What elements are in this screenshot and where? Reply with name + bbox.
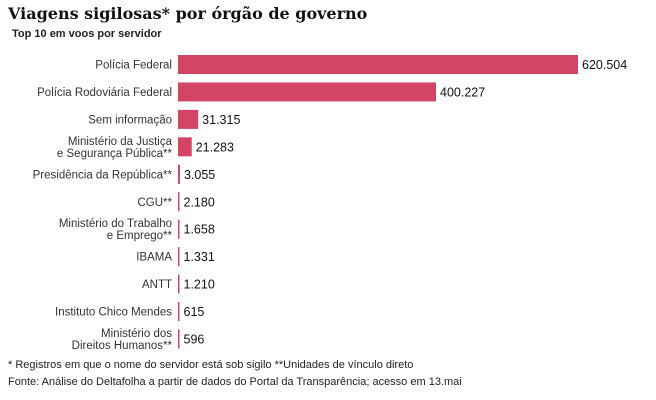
value-label-3: 21.283 <box>196 140 234 154</box>
value-label-1: 400.227 <box>440 85 485 99</box>
bar-5 <box>178 192 180 212</box>
chart-subtitle: Top 10 em voos por servidor <box>12 28 162 40</box>
bar-10 <box>178 329 180 349</box>
chart-footnote: * Registros em que o nome do servidor es… <box>8 359 414 371</box>
bar-chart: 620.504 Polícia Federal 400.227 Polícia Rod… <box>33 55 627 352</box>
bar-2 <box>178 109 199 129</box>
category-label-4: Presidência da República** <box>33 169 173 181</box>
bar-0 <box>178 55 578 74</box>
category-label-6: Ministério do Trabalho e Emprego** <box>59 218 173 242</box>
category-label-0: Polícia Federal <box>95 60 172 72</box>
chart-title: Viagens sigilosas* por órgão de governo <box>8 4 368 23</box>
value-label-6: 1.658 <box>184 223 215 237</box>
value-label-7: 1.331 <box>184 250 215 264</box>
chart-source: Fonte: Análise do Deltafolha a partir de… <box>8 376 462 388</box>
category-label-2: Sem informação <box>88 114 172 126</box>
value-label-2: 31.315 <box>202 113 240 127</box>
category-label-7: IBAMA <box>136 252 172 264</box>
bar-4 <box>178 164 180 184</box>
bar-3 <box>178 137 192 157</box>
value-label-5: 2.180 <box>184 195 215 209</box>
bar-1 <box>178 82 437 102</box>
value-label-8: 1.210 <box>184 278 215 292</box>
value-label-10: 596 <box>184 333 205 347</box>
value-label-9: 615 <box>184 305 205 319</box>
bar-7 <box>178 247 180 267</box>
bar-6 <box>178 219 180 239</box>
value-label-4: 3.055 <box>184 168 215 182</box>
category-label-5: CGU** <box>137 197 172 209</box>
category-label-8: ANTT <box>142 279 172 291</box>
category-label-10: Ministério dos Direitos Humanos** <box>72 328 173 352</box>
bar-8 <box>178 274 180 294</box>
category-label-9: Instituto Chico Mendes <box>55 307 172 319</box>
value-label-0: 620.504 <box>582 58 627 72</box>
category-label-3: Ministério da Justiça e Segurança Pública… <box>57 136 173 160</box>
bar-9 <box>178 302 180 322</box>
category-label-1: Polícia Rodoviária Federal <box>37 87 172 99</box>
